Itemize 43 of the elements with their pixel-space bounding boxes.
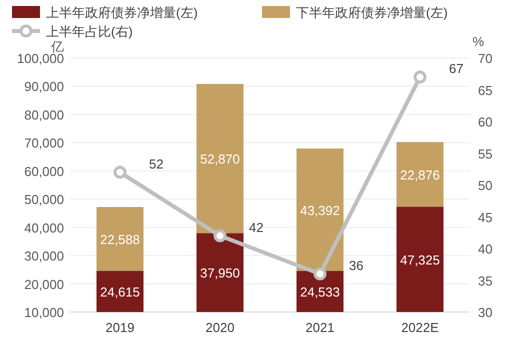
y2-tick-label: 40 — [478, 242, 492, 256]
x-tick-label: 2022E — [401, 320, 440, 335]
data-label: 43,392 — [300, 202, 340, 218]
data-label: 67 — [449, 61, 464, 76]
x-tick-label: 2021 — [306, 320, 334, 335]
legend-label: 上半年占比(右) — [46, 24, 133, 39]
y2-tick-label: 50 — [478, 178, 492, 193]
point — [114, 166, 126, 179]
x-tick-label: 2019 — [106, 320, 134, 335]
y2-tick-label: 70 — [478, 51, 492, 66]
point — [214, 229, 226, 242]
y-axis-title: 亿 — [50, 39, 64, 54]
point — [414, 70, 426, 84]
data-label: 52 — [149, 156, 164, 172]
y-tick-label: 10,000 — [24, 305, 64, 320]
data-label: 22,588 — [100, 232, 140, 247]
y-tick-label: 70,000 — [24, 136, 64, 151]
y2-tick-label: 60 — [478, 114, 492, 130]
y2-tick-label: 35 — [478, 273, 492, 288]
y-tick-label: 50,000 — [24, 192, 64, 208]
data-label: 37,950 — [200, 266, 240, 281]
data-label: 36 — [349, 258, 364, 273]
data-label: 52,870 — [200, 152, 240, 167]
legend-label: 上半年政府债券净增量(左) — [46, 5, 198, 20]
data-label: 22,876 — [400, 167, 440, 182]
y2-axis-title: % — [472, 34, 484, 49]
y2-tick-label: 30 — [478, 305, 492, 320]
y-tick-label: 30,000 — [24, 248, 64, 264]
data-label: 24,615 — [100, 284, 140, 300]
data-label: 24,533 — [300, 284, 340, 300]
y2-tick-label: 65 — [478, 82, 492, 98]
y2-tick-label: 55 — [478, 146, 492, 162]
data-label: 47,325 — [400, 252, 440, 268]
legend-label: 下半年政府债券净增量(左) — [296, 5, 448, 20]
y-tick-label: 90,000 — [24, 79, 64, 94]
y2-tick-label: 45 — [478, 210, 492, 225]
y-tick-label: 60,000 — [24, 164, 64, 179]
x-tick-label: 2020 — [206, 320, 234, 335]
y-tick-label: 40,000 — [24, 220, 64, 236]
y-tick-label: 20,000 — [24, 276, 64, 292]
y-tick-label: 80,000 — [24, 107, 64, 122]
data-label: 42 — [249, 220, 264, 235]
point — [314, 267, 326, 280]
